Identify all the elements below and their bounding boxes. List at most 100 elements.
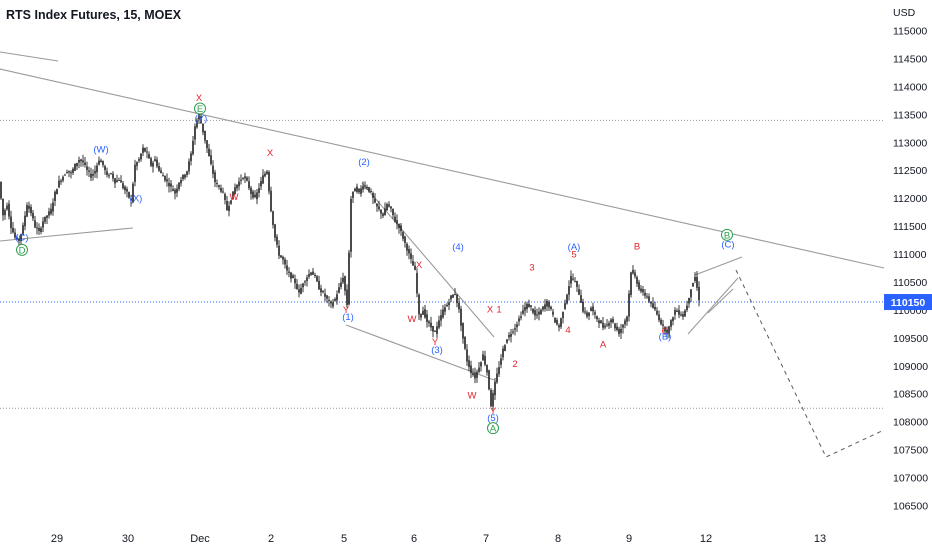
candle-body <box>352 191 354 198</box>
price-tick-label: 107500 <box>893 445 928 457</box>
candle <box>568 280 570 301</box>
candle-body <box>156 159 158 167</box>
candle-body <box>256 192 258 200</box>
candle-body <box>440 315 442 321</box>
candle <box>366 184 368 190</box>
candle <box>130 194 132 207</box>
candle <box>94 165 96 178</box>
candle <box>640 285 642 294</box>
candle-body <box>250 187 252 194</box>
candle-body <box>282 256 284 260</box>
candle <box>692 282 694 287</box>
candle <box>410 248 412 264</box>
candle-body <box>284 259 286 265</box>
candle <box>344 275 346 296</box>
wave-label: 2 <box>512 359 517 370</box>
candle-body <box>686 305 688 310</box>
candle <box>332 298 334 309</box>
time-tick-label: 12 <box>700 533 712 545</box>
candle-body <box>62 176 64 181</box>
candle-body <box>48 211 50 216</box>
candle <box>500 354 502 369</box>
candle-body <box>304 281 306 283</box>
time-axis[interactable]: 29 30 Dec 2 5 6 7 8 9 12 13 <box>51 533 826 545</box>
wave-label: B <box>724 230 730 241</box>
time-tick-label: 6 <box>411 533 417 545</box>
candle-body <box>214 172 216 183</box>
candle-body <box>478 367 480 372</box>
candle <box>592 302 594 316</box>
candle <box>632 265 634 275</box>
candle-body <box>198 114 200 120</box>
candle-body <box>296 283 298 290</box>
candle <box>552 308 554 318</box>
candle <box>302 282 304 293</box>
candle-body <box>178 182 180 190</box>
wave-label: E <box>197 104 203 115</box>
price-tick-label: 110500 <box>893 277 927 289</box>
candle-body <box>200 116 202 124</box>
candle <box>164 175 166 183</box>
wave-label: X <box>267 148 274 159</box>
candle <box>584 307 586 315</box>
candle-body <box>202 123 204 133</box>
candle <box>348 249 350 306</box>
candle-body <box>650 301 652 304</box>
candle <box>220 184 222 194</box>
currency-label: USD <box>893 7 916 19</box>
candle-body <box>126 188 128 192</box>
main-descending-trendline <box>0 68 885 269</box>
candle <box>234 183 236 195</box>
candle-body <box>432 326 434 332</box>
candle-body <box>336 294 338 301</box>
candle <box>616 322 618 332</box>
candle <box>42 217 44 233</box>
candle <box>540 308 542 315</box>
candle <box>402 230 404 242</box>
trendlines[interactable] <box>0 51 885 458</box>
time-tick-label: 7 <box>483 533 489 545</box>
projected-path <box>735 269 885 458</box>
candle-body <box>426 314 428 323</box>
candle <box>2 198 4 221</box>
candle-body <box>482 354 484 361</box>
candle <box>620 323 622 340</box>
candle-body <box>12 227 14 233</box>
candle-body <box>90 173 92 178</box>
candle <box>684 309 686 317</box>
candle-body <box>288 271 290 273</box>
candle <box>360 185 362 197</box>
candle <box>162 172 164 177</box>
candle-body <box>486 365 488 373</box>
candle-body <box>8 203 10 217</box>
candle <box>280 254 282 259</box>
wave-label-circle <box>721 228 733 241</box>
candle-body <box>162 175 164 177</box>
price-axis[interactable]: USD 115000 114500 114000 113500 113000 112500 1… <box>884 7 932 513</box>
candle <box>18 238 20 246</box>
candle-body <box>428 321 430 324</box>
time-tick-label: 30 <box>122 533 134 545</box>
candle <box>532 308 534 315</box>
candle <box>566 293 568 305</box>
candle <box>22 222 24 236</box>
candle-body <box>158 165 160 171</box>
wave-label: Y <box>343 305 350 316</box>
candle <box>276 234 278 248</box>
lower-left-trendline <box>0 227 134 242</box>
candle-body <box>322 291 324 293</box>
candle <box>158 162 160 172</box>
candle-body <box>508 335 510 338</box>
candle <box>150 156 152 168</box>
candle-body <box>496 373 498 383</box>
candle <box>386 202 388 212</box>
candle <box>682 311 684 320</box>
candle-body <box>480 362 482 367</box>
candle <box>408 245 410 260</box>
candle-body <box>104 166 106 171</box>
candle <box>558 323 560 332</box>
candle <box>218 184 220 190</box>
wave-label: 3 <box>529 263 534 274</box>
